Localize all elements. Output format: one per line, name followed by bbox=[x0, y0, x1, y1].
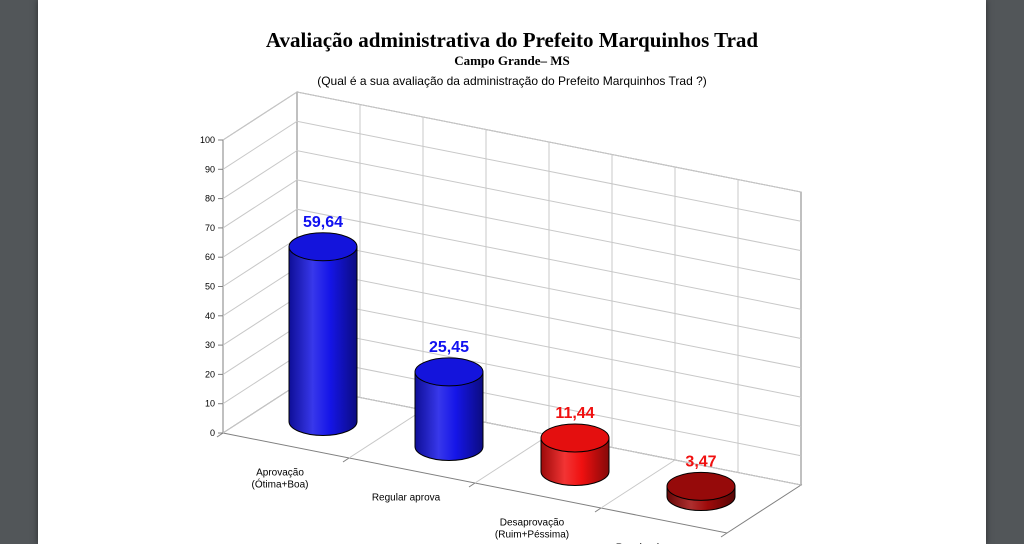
x-category-label: Aprovação bbox=[256, 468, 304, 479]
floor-divider bbox=[348, 409, 424, 459]
x-category-label: Regular aprova bbox=[372, 493, 441, 504]
chart-subtitle: Campo Grande– MS bbox=[454, 53, 570, 68]
x-tick bbox=[216, 432, 224, 438]
x-tick bbox=[720, 532, 728, 538]
x-category-label: Regular desaprova bbox=[616, 543, 701, 544]
y-tick-label: 100 bbox=[200, 135, 215, 145]
x-category-label: (Ótima+Boa) bbox=[252, 478, 309, 491]
floor-divider bbox=[474, 434, 550, 484]
y-tick-label: 30 bbox=[205, 340, 215, 350]
gridline bbox=[222, 208, 802, 310]
x-tick bbox=[468, 482, 476, 488]
survey-question: (Qual é a sua avaliação da administração… bbox=[317, 74, 707, 88]
y-tick-label: 90 bbox=[205, 164, 215, 174]
gridline bbox=[222, 120, 802, 222]
y-tick-label: 40 bbox=[205, 311, 215, 321]
bar-chart-3d: 0 10 20 30 40 50 60 70 80 90 100 59,64 25,45 11,44 3,4… bbox=[200, 91, 803, 544]
x-category-label: Desaprovação bbox=[500, 518, 565, 529]
bar bbox=[414, 371, 484, 461]
document-page: Avaliação administrativa do Prefeito Mar… bbox=[38, 0, 986, 544]
y-tick-label: 10 bbox=[205, 399, 215, 409]
x-category-label: (Ruim+Péssima) bbox=[495, 530, 569, 541]
y-tick-label: 0 bbox=[210, 428, 215, 438]
chart-title: Avaliação administrativa do Prefeito Mar… bbox=[265, 28, 759, 52]
gridline bbox=[222, 150, 802, 252]
y-tick-label: 60 bbox=[205, 252, 215, 262]
gridline bbox=[222, 91, 802, 193]
data-label: 3,47 bbox=[685, 453, 716, 470]
x-tick bbox=[342, 457, 350, 463]
floor-divider bbox=[600, 459, 676, 509]
bar-top bbox=[540, 423, 610, 453]
data-label: 59,64 bbox=[303, 214, 343, 231]
bar-top bbox=[288, 232, 358, 262]
y-tick-label: 20 bbox=[205, 369, 215, 379]
data-label: 11,44 bbox=[555, 405, 594, 422]
y-tick-label: 70 bbox=[205, 223, 215, 233]
bar-top bbox=[666, 471, 736, 501]
gridline bbox=[222, 179, 802, 281]
data-label: 25,45 bbox=[429, 339, 469, 356]
bar-top bbox=[414, 357, 484, 387]
x-tick bbox=[594, 507, 602, 513]
bar bbox=[288, 246, 358, 436]
y-tick-label: 80 bbox=[205, 194, 215, 204]
y-tick-label: 50 bbox=[205, 282, 215, 292]
